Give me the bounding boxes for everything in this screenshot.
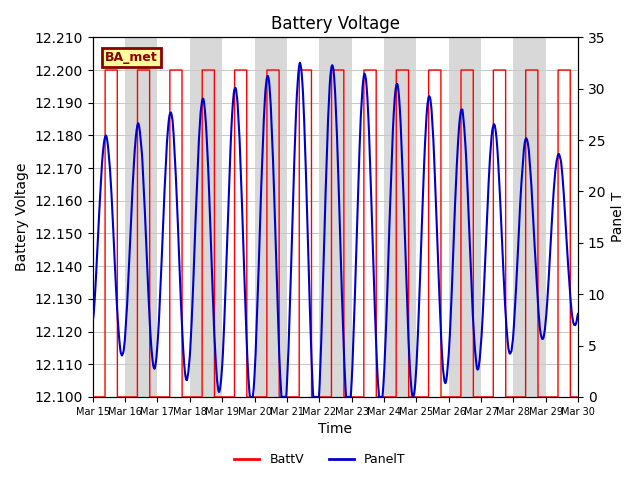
Bar bbox=[546, 37, 578, 397]
Y-axis label: Panel T: Panel T bbox=[611, 192, 625, 242]
X-axis label: Time: Time bbox=[319, 422, 353, 436]
Bar bbox=[222, 37, 255, 397]
Bar bbox=[513, 37, 546, 397]
Bar bbox=[287, 37, 319, 397]
Bar bbox=[417, 37, 449, 397]
Bar bbox=[481, 37, 513, 397]
Bar bbox=[449, 37, 481, 397]
Bar bbox=[384, 37, 417, 397]
Title: Battery Voltage: Battery Voltage bbox=[271, 15, 400, 33]
Text: BA_met: BA_met bbox=[105, 51, 157, 64]
Bar bbox=[351, 37, 384, 397]
Bar bbox=[255, 37, 287, 397]
Bar bbox=[93, 37, 125, 397]
Bar bbox=[125, 37, 157, 397]
Bar bbox=[157, 37, 190, 397]
Bar bbox=[190, 37, 222, 397]
Bar bbox=[319, 37, 351, 397]
Legend: BattV, PanelT: BattV, PanelT bbox=[229, 448, 411, 471]
Y-axis label: Battery Voltage: Battery Voltage bbox=[15, 163, 29, 271]
